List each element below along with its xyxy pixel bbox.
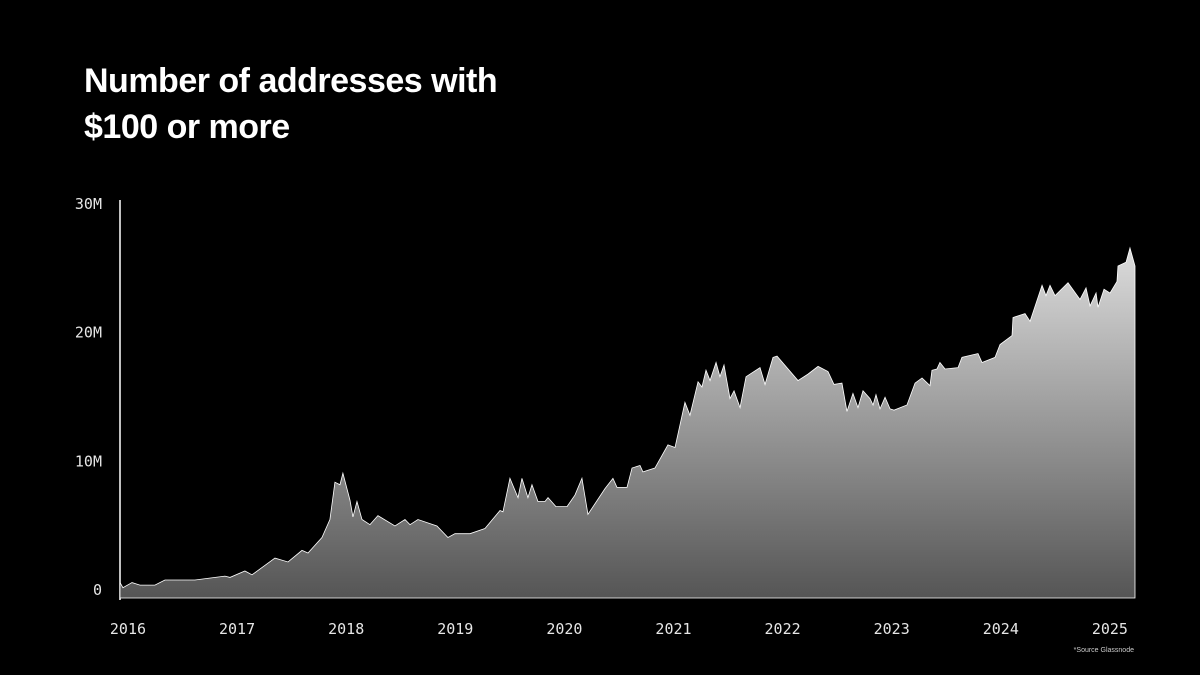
x-tick-label: 2019 [437, 620, 473, 638]
y-tick-label: 20M [75, 324, 102, 342]
area [119, 246, 1136, 599]
y-tick-label: 30M [75, 195, 102, 213]
x-tick-label: 2020 [546, 620, 582, 638]
x-tick-label: 2024 [983, 620, 1019, 638]
x-tick-label: 2017 [219, 620, 255, 638]
source-note: *Source Glassnode [1074, 647, 1134, 654]
x-tick-label: 2018 [328, 620, 364, 638]
y-tick-label: 0 [93, 581, 102, 599]
chart-title: Number of addresses with $100 or more [84, 62, 498, 146]
x-tick-label: 2025 [1092, 620, 1128, 638]
x-tick-label: 2016 [110, 620, 146, 638]
x-tick-label: 2022 [765, 620, 801, 638]
y-tick-label: 10M [75, 452, 102, 470]
x-tick-label: 2023 [874, 620, 910, 638]
x-tick-label: 2021 [655, 620, 691, 638]
